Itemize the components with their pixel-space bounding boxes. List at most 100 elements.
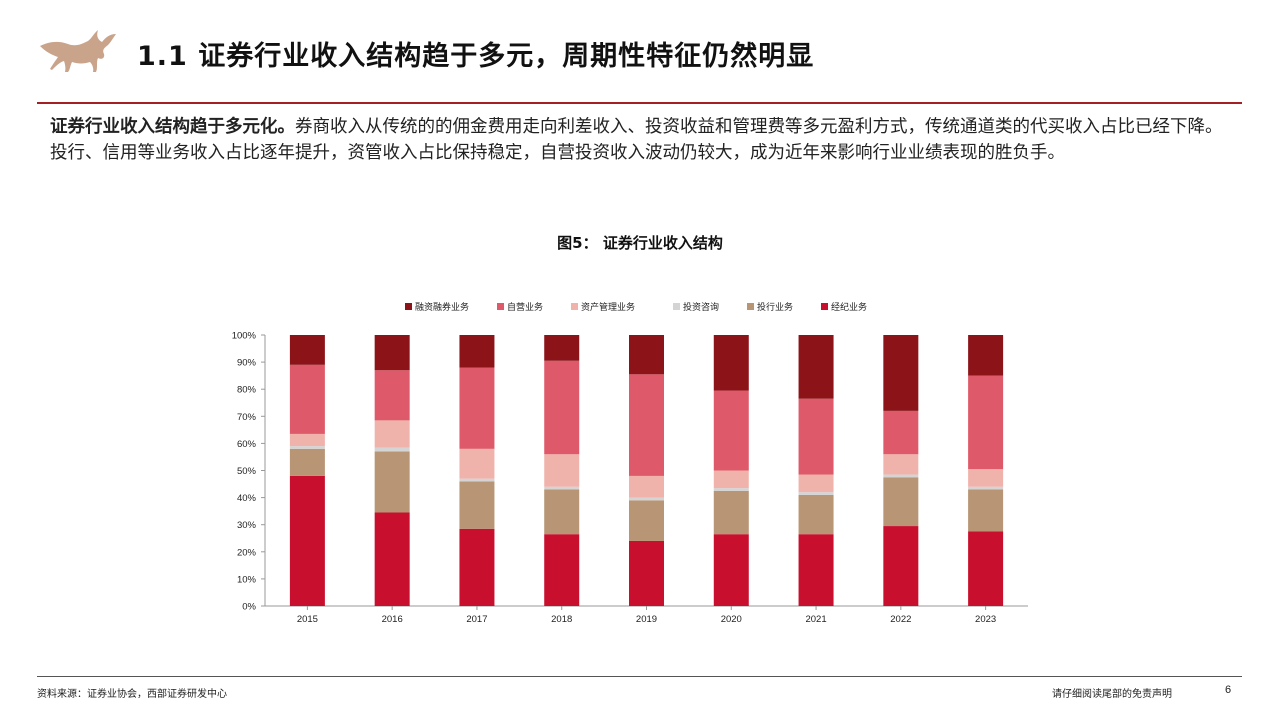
y-tick-label: 30% [237,520,257,531]
bar-segment [544,534,580,606]
legend-label: 经纪业务 [831,301,867,313]
bar-segment [544,335,580,361]
y-tick-label: 70% [237,412,257,423]
bar-segment [968,531,1004,606]
legend-label: 自营业务 [507,301,543,313]
bar-segment [883,335,919,411]
stacked-bar-chart: 融资融券业务 自营业务 资产管理业务 投资咨询 投行业务 经纪业务 0% 10% 20% 30%… [232,301,1028,625]
legend-swatch [673,303,680,310]
bar-segment [968,486,1004,490]
legend-label: 融资融券业务 [415,301,469,313]
bar-segment [968,375,1004,470]
bar-segment [713,534,749,606]
bar-segment [713,390,749,471]
y-tick-label: 40% [237,493,257,504]
bar-segment [289,475,325,606]
y-tick-label: 100% [232,331,257,342]
bar-segment [713,490,749,535]
legend-swatch [497,303,504,310]
figure-title: 图5： 证券行业收入结构 [557,234,723,252]
bar-segment [798,474,834,493]
intro-body: 券商收入从传统的的佣金费用走向利差收入、投资收益和管理费等多元盈利方式，传统通道… [50,117,1223,163]
bar-segment [713,335,749,391]
bar-segment [629,335,664,375]
legend-swatch [571,303,578,310]
disclaimer-link[interactable]: 请仔细阅读尾部的免责声明 [1052,689,1172,700]
footer-divider [37,676,1242,677]
bar-segment [798,534,834,606]
bar-segment [629,500,664,541]
bar-segment [374,451,410,513]
bar-segment [289,446,325,449]
bar-segment [629,475,664,498]
x-tick-label: 2018 [551,614,572,625]
y-tick-label: 0% [242,602,256,613]
legend-label: 资产管理业务 [581,301,635,313]
intro-lead: 证券行业收入结构趋于多元化。 [50,117,295,137]
bar-segment [374,512,410,606]
y-tick-label: 60% [237,439,257,450]
bar-segment [289,448,325,476]
x-tick-label: 2016 [382,614,403,625]
bar-segment [374,420,410,448]
bar-segment [459,448,495,479]
bar-segment [883,477,919,527]
bar-segment [883,474,919,478]
y-tick-label: 10% [237,574,257,585]
bar-segment [713,470,749,489]
legend-label: 投资咨询 [683,301,719,313]
bar-segment [459,528,495,606]
bar-segment [544,454,580,487]
bar-segment [374,447,410,452]
plot-area [289,335,1004,606]
legend-swatch [405,303,412,310]
bar-segment [459,367,495,449]
bar-segment [289,433,325,447]
bar-segment [289,335,325,365]
source-note: 资料来源：证券业协会，西部证券研发中心 [37,689,227,700]
bar-segment [798,492,834,495]
x-tick-label: 2023 [975,614,996,625]
bar-segment [544,489,580,535]
bar-segment [968,469,1004,487]
bar-segment [544,360,580,455]
bar-segment [968,489,1004,532]
intro-paragraph: 证券行业收入结构趋于多元化。券商收入从传统的的佣金费用走向利差收入、投资收益和管… [50,114,1235,166]
bar-segment [289,364,325,434]
bar-segment [629,540,664,606]
y-tick-label: 20% [237,547,257,558]
bar-segment [798,335,834,399]
y-tick-label: 50% [237,466,257,477]
legend-swatch [747,303,754,310]
title-divider [37,102,1242,104]
x-tick-label: 2019 [636,614,657,625]
bar-segment [798,398,834,475]
bar-segment [883,526,919,606]
page-title: 1.1 证券行业收入结构趋于多元，周期性特征仍然明显 [137,41,815,72]
bar-segment [374,335,410,371]
bar-segment [629,497,664,501]
y-tick-label: 90% [237,358,257,369]
x-tick-label: 2020 [721,614,742,625]
bar-segment [883,454,919,475]
y-tick-label: 80% [237,385,257,396]
bar-segment [713,488,749,491]
bar-segment [544,486,580,490]
chart-legend: 融资融券业务 自营业务 资产管理业务 投资咨询 投行业务 经纪业务 [405,301,867,313]
page-number: 6 [1225,684,1232,696]
bar-segment [968,335,1004,376]
bar-segment [883,410,919,455]
x-tick-label: 2022 [890,614,911,625]
bar-segment [374,370,410,421]
bull-icon [40,30,116,72]
bar-segment [629,374,664,476]
legend-swatch [821,303,828,310]
x-tick-label: 2021 [805,614,826,625]
bar-segment [459,481,495,529]
x-tick-label: 2015 [297,614,318,625]
bar-segment [459,335,495,368]
legend-label: 投行业务 [757,301,793,313]
x-axis: 2015 2016 2017 2018 2019 2020 2021 2022 2023 [297,606,996,625]
x-tick-label: 2017 [466,614,487,625]
bar-segment [459,478,495,482]
